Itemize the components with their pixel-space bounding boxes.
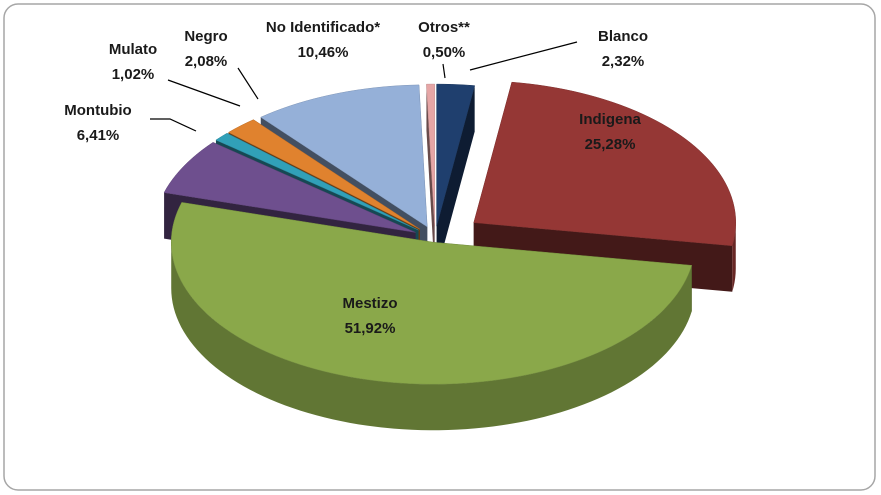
leader-line — [150, 118, 197, 132]
data-label-value: 1,02% — [112, 66, 155, 83]
pie — [163, 81, 737, 431]
slice-wall — [171, 242, 692, 431]
data-label-name: Mulato — [109, 41, 157, 58]
leader-line — [237, 67, 259, 100]
slice — [170, 202, 693, 385]
data-label-name: Montubio — [64, 102, 131, 119]
leader-line — [442, 63, 446, 79]
data-label-name: Indigena — [579, 111, 641, 128]
slice-side — [426, 84, 435, 273]
data-label-name: Mestizo — [342, 295, 397, 312]
data-label-name: Blanco — [598, 28, 648, 45]
data-label-name: Otros** — [418, 19, 470, 36]
data-label-value: 2,32% — [602, 53, 645, 70]
slice — [436, 83, 475, 227]
slice — [163, 142, 416, 233]
slice — [215, 132, 419, 231]
data-label-value: 25,28% — [585, 136, 636, 153]
slice — [227, 119, 421, 230]
data-label-value: 2,08% — [185, 53, 228, 70]
data-label-name: No Identificado* — [266, 19, 380, 36]
slice — [260, 84, 428, 228]
slice — [473, 81, 737, 247]
leader-line — [469, 41, 578, 71]
data-label-value: 6,41% — [77, 127, 120, 144]
data-label-name: Negro — [184, 28, 227, 45]
data-label-value: 51,92% — [345, 320, 396, 337]
leader-line — [167, 79, 241, 107]
slice-wall — [732, 222, 736, 292]
data-label-value: 0,50% — [423, 44, 466, 61]
data-label-value: 10,46% — [298, 44, 349, 61]
slice-side — [436, 85, 475, 273]
slice — [426, 83, 435, 227]
labels: Blanco 2,32% Indigena 25,28% Mestizo 51,92% Mo… — [64, 19, 648, 337]
